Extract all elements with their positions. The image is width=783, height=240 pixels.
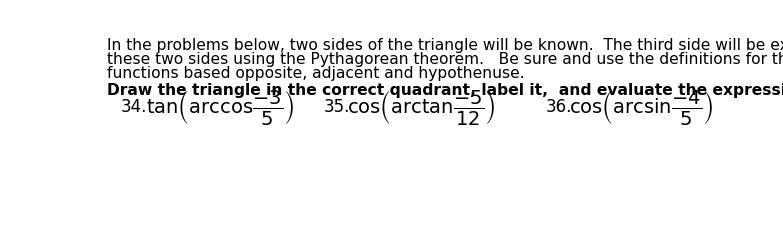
Text: 34.: 34. <box>121 98 147 116</box>
Text: Draw the triangle in the correct quadrant, label it,  and evaluate the expressio: Draw the triangle in the correct quadran… <box>107 83 783 98</box>
Text: In the problems below, two sides of the triangle will be known.  The third side : In the problems below, two sides of the … <box>107 38 783 53</box>
Text: 36.: 36. <box>546 98 572 116</box>
Text: $\mathrm{cos}\left(\mathrm{arcsin}\dfrac{-4}{5}\right)$: $\mathrm{cos}\left(\mathrm{arcsin}\dfrac… <box>569 88 713 127</box>
Text: 35.: 35. <box>324 98 351 116</box>
Text: $\mathrm{tan}\left(\mathrm{arccos}\dfrac{-3}{5}\right)$: $\mathrm{tan}\left(\mathrm{arccos}\dfrac… <box>146 88 294 127</box>
Text: functions based opposite, adjacent and hypothenuse.: functions based opposite, adjacent and h… <box>107 66 525 81</box>
Text: these two sides using the Pythagorean theorem.   Be sure and use the definitions: these two sides using the Pythagorean th… <box>107 52 783 67</box>
Text: $\mathrm{cos}\left(\mathrm{arctan}\dfrac{-5}{12}\right)$: $\mathrm{cos}\left(\mathrm{arctan}\dfrac… <box>348 88 496 127</box>
